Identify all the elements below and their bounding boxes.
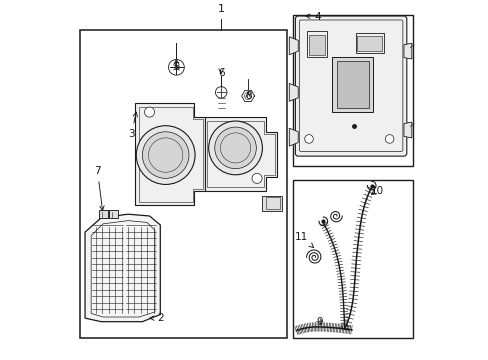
Text: 1: 1 [217, 4, 224, 14]
Text: 3: 3 [128, 112, 137, 139]
Polygon shape [204, 117, 276, 191]
Text: 6: 6 [218, 68, 224, 78]
Text: 7: 7 [94, 166, 104, 211]
Bar [99, 210, 108, 218]
Bar [308, 35, 325, 55]
Bar [355, 33, 384, 53]
Text: 11: 11 [295, 233, 313, 248]
Polygon shape [289, 128, 298, 146]
Circle shape [251, 174, 262, 183]
Polygon shape [289, 84, 298, 101]
Circle shape [144, 107, 154, 117]
FancyBboxPatch shape [295, 16, 406, 156]
Bar [109, 210, 118, 218]
Bar [332, 57, 373, 112]
Text: 10: 10 [370, 186, 383, 196]
Bar [306, 31, 326, 57]
Bar [262, 195, 282, 211]
Bar [80, 30, 287, 338]
Circle shape [304, 135, 313, 143]
Circle shape [215, 87, 226, 98]
Circle shape [168, 59, 184, 75]
Polygon shape [403, 122, 411, 138]
Polygon shape [403, 43, 411, 59]
Bar [292, 180, 412, 338]
Polygon shape [135, 103, 204, 205]
Text: 8: 8 [244, 91, 251, 101]
Polygon shape [85, 214, 160, 322]
Bar [292, 15, 412, 166]
Text: 9: 9 [316, 317, 323, 327]
Circle shape [136, 126, 195, 184]
Text: 5: 5 [173, 59, 180, 72]
Bar [357, 36, 382, 51]
Circle shape [214, 127, 256, 169]
Circle shape [142, 132, 188, 178]
Circle shape [385, 135, 393, 143]
Text: 2: 2 [149, 313, 163, 323]
Bar [336, 61, 368, 108]
Polygon shape [289, 37, 298, 55]
Bar [265, 197, 280, 209]
Circle shape [208, 121, 262, 175]
Text: 4: 4 [305, 12, 321, 22]
